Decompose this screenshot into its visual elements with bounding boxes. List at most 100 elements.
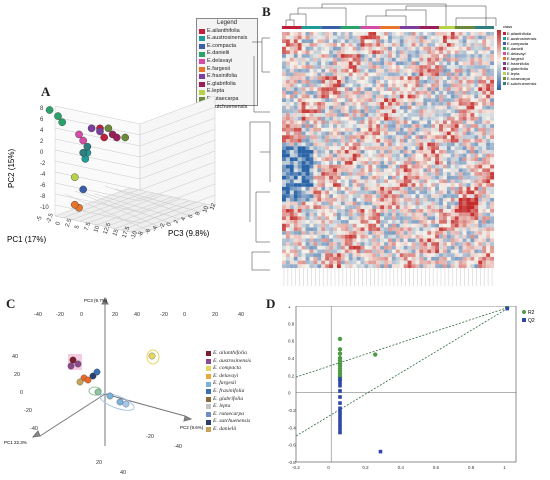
scatter-point	[104, 124, 113, 133]
class-legend-swatch	[503, 82, 506, 85]
class-legend-title: class	[503, 24, 512, 29]
q2-point	[338, 377, 342, 381]
class-legend-swatch	[503, 52, 506, 55]
legend-swatch	[199, 74, 205, 80]
panel-d-label: D	[266, 296, 276, 311]
class-legend-label: E.compacta	[507, 41, 529, 46]
legend-title: Legend	[216, 20, 238, 26]
scatter-point	[116, 398, 124, 406]
legend-item: E. fraxinifolia	[206, 388, 251, 396]
q2-point	[338, 409, 342, 414]
r2-point	[373, 352, 378, 357]
scatter-point	[76, 378, 84, 386]
q2-point	[338, 406, 342, 411]
y-tick-label: -8	[40, 194, 46, 200]
class-bar-segment	[340, 26, 361, 29]
y-tick-label: 0.4	[288, 356, 295, 361]
legend-swatch	[199, 97, 205, 103]
class-legend-label: E.fraxinifolia	[507, 61, 530, 66]
legend-label: E.delavayi	[207, 57, 233, 64]
q2-point	[505, 306, 509, 311]
x-tick-label: 1	[503, 465, 506, 470]
class-legend-label: E.danielii	[507, 46, 523, 51]
y-tick-label: -6	[40, 183, 46, 189]
class-legend-list: E.ailanthifoliaE.austrosinensisE.compact…	[503, 31, 536, 86]
legend-swatch	[206, 396, 211, 402]
tick-label: 20	[212, 312, 218, 318]
scatter-points	[45, 106, 129, 212]
scatter-point	[113, 133, 121, 142]
x-tick-label: 12.5	[103, 222, 113, 236]
z-tick-label: -2	[159, 222, 167, 230]
y-tick-label: -10	[40, 205, 49, 211]
scatter-point	[79, 136, 87, 145]
y-tick-label: 4	[40, 128, 44, 134]
legend-swatch	[206, 389, 211, 395]
q2-point	[338, 420, 342, 424]
scatter-point	[93, 368, 101, 376]
legend-swatch	[199, 59, 205, 65]
scatter-point	[122, 400, 130, 408]
z-tick-label: -4	[152, 225, 160, 233]
legend-label: E.austrosinensis	[207, 35, 248, 42]
tick-label: -40	[30, 426, 38, 432]
x-tick-label: -2.5	[46, 212, 55, 224]
scatter-point	[96, 127, 104, 136]
legend-label: E.sutchuenensis	[207, 103, 248, 110]
legend-label: E.danielii	[207, 50, 230, 57]
scatter-point	[121, 133, 129, 142]
y-tick-label: -0.8	[288, 460, 296, 465]
legend-item: E. austrosinensis	[206, 358, 251, 366]
legend-item: E.ailanthifolia	[199, 28, 255, 36]
legend-label: E.fargesii	[207, 65, 230, 72]
scatter-point	[67, 362, 75, 370]
q2-point	[338, 383, 342, 388]
legend-label: E.glabrifolia	[207, 80, 236, 87]
tick-label: -20	[146, 434, 154, 440]
scatter-point	[84, 376, 92, 384]
legend-item: E.danielii	[199, 50, 255, 58]
class-legend-label: E.lepta	[507, 71, 520, 76]
class-legend-swatch	[503, 57, 506, 60]
legend-label: E. ailanthifolia	[213, 350, 247, 356]
tick-label: 40	[120, 470, 126, 476]
z-tick-label: -8	[137, 230, 145, 238]
r2-point	[337, 336, 343, 342]
scatter-point	[79, 185, 87, 194]
legend-swatch	[199, 51, 205, 57]
grid-3d	[54, 95, 216, 235]
z-tick-label: 10	[202, 205, 210, 214]
legend-swatch	[206, 366, 211, 372]
class-bar-segment	[439, 26, 455, 29]
y-tick-label: -0.6	[288, 443, 296, 448]
q2-point	[338, 413, 342, 417]
y-tick-label: 0	[40, 150, 44, 156]
y-ticks: 8 6 4 2 0 -2 -4 -6 -8 -10	[40, 106, 49, 211]
scatter-point	[75, 130, 83, 139]
legend-swatch	[206, 412, 211, 418]
legend-item: E. rutaecarpa	[206, 411, 251, 419]
class-bar-segment	[301, 26, 322, 29]
axis-pc1: PC1 22.3%	[4, 440, 27, 445]
legend-item: E. sutchuenensis	[206, 418, 251, 426]
x-tick-label: 0.6	[433, 465, 440, 470]
y-tick-label: 6	[40, 117, 44, 123]
y-tick-label: -0.4	[288, 425, 296, 430]
z-tick-label: 2	[173, 219, 180, 225]
scatter-point	[89, 372, 97, 380]
legend-swatch	[206, 404, 211, 410]
legend-item: E. danielii	[206, 426, 251, 434]
x-tick-label: 0.4	[398, 465, 405, 470]
legend-label: E. austrosinensis	[213, 357, 252, 364]
axis-ticks: -0.2 0 0.2 0.4 0.6 0.8 1 1 0.8 0.6 0.4 0.2 0 -0.2 -0.4…	[288, 306, 506, 470]
panel-c-legend: E. ailanthifolia E. austrosinensis E. comp…	[206, 350, 251, 434]
tick-label: 20	[112, 312, 118, 318]
legend-item: E.lepta	[199, 88, 255, 96]
regression-line	[295, 308, 508, 437]
legend-swatch	[199, 28, 205, 34]
scatter-point	[79, 148, 87, 157]
q2-point	[338, 401, 342, 405]
tick-label: -20	[56, 312, 64, 318]
x-tick-label: 0	[55, 220, 62, 226]
class-legend-label: E.austrosinensis	[507, 36, 536, 41]
